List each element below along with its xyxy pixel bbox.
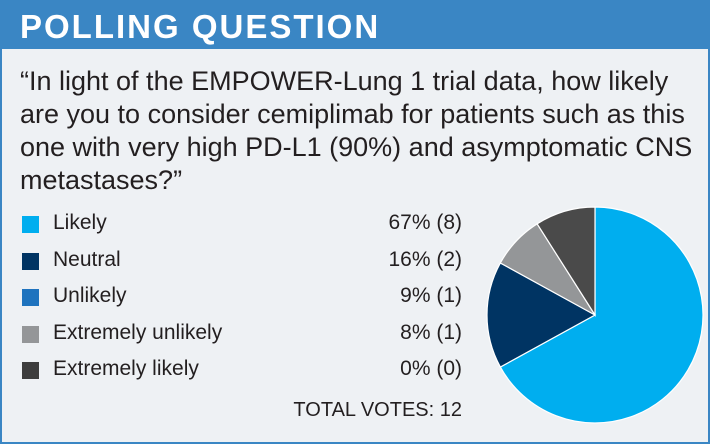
header-title: POLLING QUESTION — [20, 8, 381, 45]
legend-value-neutral: 16% (2) — [388, 247, 462, 271]
legend: Likely 67% (8) Neutral 16% (2) Unlikely … — [20, 209, 470, 392]
legend-item-extremely-unlikely: Extremely unlikely 8% (1) — [20, 319, 470, 356]
legend-label-unlikely: Unlikely — [53, 284, 127, 307]
legend-item-likely: Likely 67% (8) — [20, 209, 470, 246]
pie-chart — [486, 206, 704, 424]
legend-value-unlikely: 9% (1) — [400, 284, 462, 307]
legend-value-extremely-unlikely: 8% (1) — [400, 320, 462, 344]
header-bar: POLLING QUESTION — [2, 2, 708, 49]
legend-swatch-extremely-likely — [22, 362, 39, 379]
legend-item-extremely-likely: Extremely likely 0% (0) — [20, 355, 470, 392]
pie-slice-neutral — [486, 262, 597, 368]
legend-label-extremely-likely: Extremely likely — [53, 357, 199, 380]
legend-swatch-extremely-unlikely — [22, 325, 39, 343]
total-votes: TOTAL VOTES: 12 — [293, 399, 462, 421]
legend-label-extremely-unlikely: Extremely unlikely — [53, 320, 223, 344]
legend-item-neutral: Neutral 16% (2) — [20, 246, 470, 283]
pie-slice-likely — [499, 206, 704, 424]
legend-label-likely: Likely — [53, 211, 107, 234]
legend-value-likely: 67% (8) — [388, 211, 462, 234]
poll-question: “In light of the EMPOWER-Lung 1 trial da… — [20, 66, 693, 195]
legend-swatch-likely — [22, 216, 39, 233]
legend-swatch-unlikely — [22, 289, 39, 306]
legend-swatch-neutral — [22, 252, 39, 270]
legend-item-unlikely: Unlikely 9% (1) — [20, 282, 470, 319]
legend-value-extremely-likely: 0% (0) — [400, 357, 462, 380]
legend-label-neutral: Neutral — [53, 247, 121, 271]
pie-slice-extremely-likely — [536, 206, 596, 318]
